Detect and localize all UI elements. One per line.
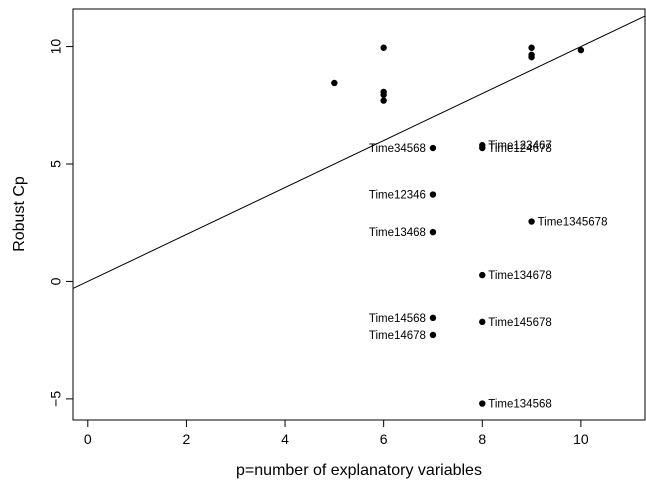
axis-ticks: 0 2 4 6 8 10 −5 0 5 10: [48, 39, 589, 447]
x-tick-label: 2: [183, 431, 191, 447]
data-point: [577, 46, 585, 54]
x-tick-label: 8: [478, 431, 486, 447]
point-label: Time145678: [488, 317, 552, 329]
data-point: [429, 228, 437, 236]
y-tick-label: 10: [48, 39, 64, 55]
data-point: [528, 218, 535, 225]
data-point: [479, 271, 486, 279]
point-label: Time1345678: [538, 217, 608, 229]
data-point: [479, 144, 486, 152]
data-point: [429, 144, 437, 152]
point-label: Time13468: [369, 227, 426, 239]
data-point: [429, 331, 437, 339]
y-tick-label: 0: [48, 277, 64, 285]
x-axis-title: p=number of explanatory variables: [236, 462, 482, 479]
data-point: [528, 44, 535, 51]
point-label: Time34568: [369, 143, 426, 155]
point-label: Time123467: [488, 140, 552, 152]
data-point: [380, 97, 387, 104]
x-tick-label: 6: [380, 431, 388, 447]
data-point: [429, 314, 437, 322]
data-point: [429, 191, 437, 198]
y-tick-label: 5: [48, 160, 64, 168]
data-point: [479, 400, 486, 407]
point-label: Time14678: [369, 330, 426, 342]
data-point: [331, 79, 338, 87]
x-tick-label: 4: [281, 431, 289, 447]
x-tick-label: 10: [573, 431, 589, 447]
point-label: Time134678: [488, 270, 552, 282]
data-point: [380, 91, 387, 98]
point-label: Time134568: [488, 399, 552, 411]
plot-frame: [72, 8, 646, 421]
point-label: Time12346: [369, 190, 426, 202]
data-point: [380, 44, 387, 51]
y-tick-label: −5: [48, 391, 64, 407]
data-point: [528, 53, 535, 61]
y-axis-title: Robust Cp: [11, 176, 28, 252]
reference-line-path: [72, 15, 646, 289]
x-tick-label: 0: [84, 431, 92, 447]
data-point: [479, 318, 486, 326]
point-label: Time124678: [488, 143, 552, 155]
point-label: Time14568: [369, 313, 426, 325]
reference-line: [72, 15, 646, 289]
